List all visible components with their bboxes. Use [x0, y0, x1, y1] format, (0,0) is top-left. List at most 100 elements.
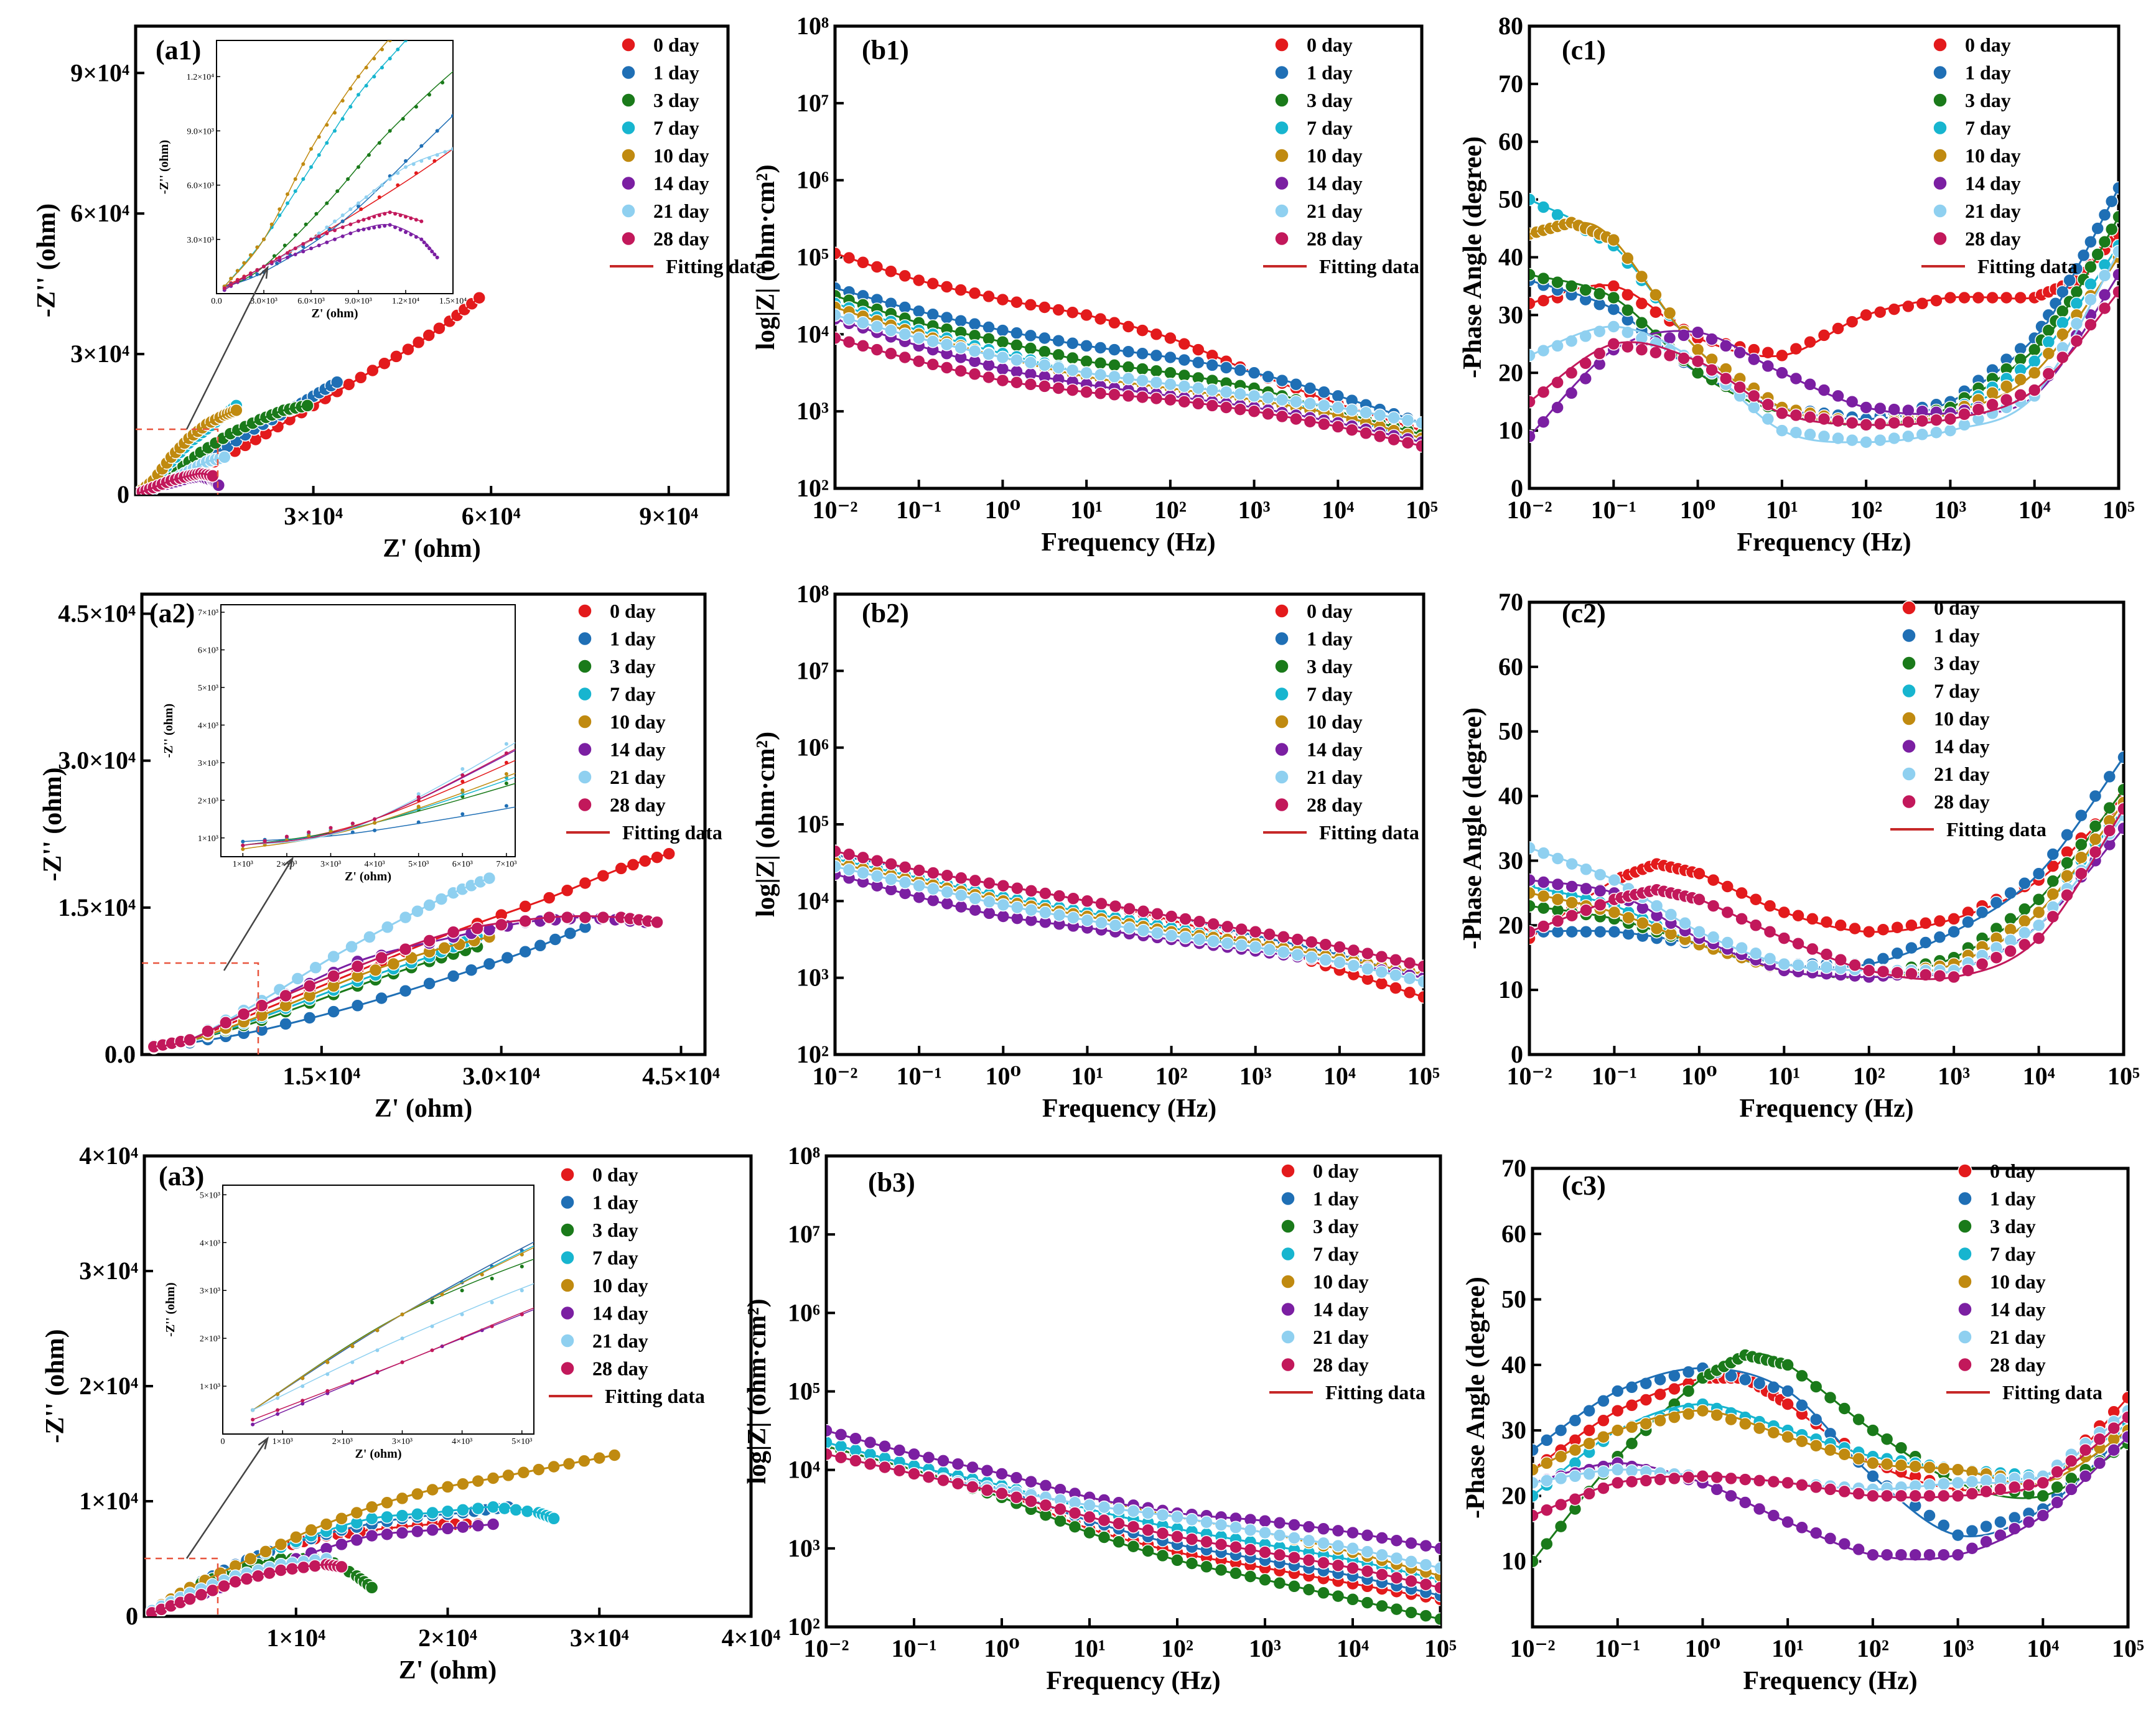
inset-point	[1691, 272, 1694, 276]
legend-label: 21 day	[1990, 1326, 2046, 1348]
data-point	[1902, 299, 1915, 314]
x-axis-label: Frequency (Hz)	[1743, 1667, 1917, 1695]
inset-point	[372, 75, 376, 79]
data-point	[494, 918, 508, 932]
inset-point	[460, 767, 465, 771]
inset-point	[1677, 842, 1681, 845]
inset-point	[812, 554, 816, 557]
inset-point	[724, 610, 728, 614]
x-axis-label: Z' (ohm)	[383, 534, 481, 563]
data-point	[1579, 356, 1592, 370]
inset-point	[549, 796, 553, 799]
inset-point	[1088, 1288, 1092, 1292]
x-tick-label: 10⁴	[1322, 496, 1354, 524]
inset-point	[377, 225, 381, 229]
x-tick-label: 10⁰	[986, 1062, 1022, 1090]
x-tick-label: 10⁻¹	[897, 1062, 942, 1090]
inset-point	[1477, 1002, 1481, 1005]
data-point	[1887, 431, 1901, 445]
legend-label: 10 day	[653, 144, 709, 167]
legend-label: 3 day	[1307, 655, 1353, 678]
inset-point	[549, 761, 553, 765]
inset-point	[1119, 564, 1123, 567]
inset-point	[1477, 1061, 1481, 1065]
inset-point	[800, 1133, 803, 1137]
legend-marker	[1274, 742, 1289, 757]
y-axis-label: log|Z| (ohm·cm²)	[743, 1298, 772, 1484]
inset-point	[870, 573, 874, 577]
inset-point	[1778, 235, 1782, 238]
panel-c1: 10⁻² 10⁻¹ 10⁰ 10¹ 10² 10³ 10⁴ 10⁵ 0 10 20 30 40 50 60 7…	[1458, 12, 2135, 557]
panel-label: (a3)	[159, 1161, 204, 1191]
inset-point	[879, 1113, 883, 1117]
data-point	[2004, 944, 2017, 958]
panel-label: (c3)	[1562, 1170, 1606, 1201]
inset-point	[1281, 429, 1284, 432]
inset-point	[533, 11, 536, 15]
y-tick-label: 10⁴	[788, 1456, 820, 1484]
inset-fit-line	[243, 750, 515, 846]
inset-point	[999, 1226, 1002, 1230]
inset-point	[759, 1217, 763, 1221]
legend-label: 0 day	[1307, 34, 1353, 56]
y-tick-label: 5×10³	[198, 684, 218, 693]
inset-point	[969, 1222, 973, 1226]
inset-point	[1198, 954, 1202, 957]
inset-point	[1278, 1081, 1282, 1085]
legend-marker	[1274, 797, 1289, 813]
inset-point	[1457, 384, 1460, 388]
inset-point	[422, 240, 426, 245]
data-point	[1958, 408, 1971, 421]
data-point	[1887, 403, 1901, 416]
inset-plot	[251, 842, 1840, 1427]
legend-label: 7 day	[1307, 683, 1353, 706]
legend-marker	[1933, 175, 1948, 191]
legend-marker	[1281, 1302, 1295, 1317]
data-point	[1848, 921, 1862, 936]
legend-marker	[577, 742, 592, 757]
legend-label: 3 day	[1965, 89, 2011, 111]
y-tick-label: 10³	[796, 964, 829, 992]
x-tick-label: 10¹	[1768, 1062, 1800, 1090]
panel-label: (c1)	[1562, 35, 1606, 65]
data-point	[2121, 1390, 2128, 1405]
data-point	[1873, 433, 1887, 447]
inset-point	[1339, 573, 1343, 577]
inset-point	[506, 102, 510, 106]
data-point	[1551, 877, 1565, 892]
inset-fit-line	[252, 1241, 534, 1411]
legend-marker	[577, 659, 592, 674]
inset-point	[819, 1209, 823, 1213]
inset-fit-line	[252, 1283, 534, 1411]
inset-point	[1158, 966, 1162, 969]
inset-point	[1427, 541, 1430, 545]
inset-point	[768, 582, 772, 586]
inset-point	[759, 1217, 763, 1221]
legend-label: 28 day	[1307, 228, 1363, 250]
legend-label: 0 day	[653, 34, 699, 56]
y-tick-label: 50	[1498, 717, 1523, 745]
inset-point	[1164, 347, 1167, 351]
legend-label: 10 day	[1313, 1270, 1369, 1293]
legend-label: 3 day	[592, 1219, 638, 1241]
inset-point	[2042, 131, 2046, 134]
inset-point	[959, 1073, 963, 1077]
inset-x-label: Z' (ohm)	[345, 870, 391, 883]
legend-marker	[621, 231, 636, 246]
inset-point	[416, 795, 421, 799]
inset-point	[1836, 1025, 1840, 1029]
panel-label: (a2)	[149, 598, 195, 628]
inset-point	[460, 788, 465, 793]
series-21-day	[835, 860, 1424, 989]
inset-point	[870, 654, 874, 658]
data-point	[2078, 1443, 2093, 1457]
inset-point	[1822, 215, 1826, 219]
legend-marker	[1281, 1163, 1295, 1178]
legend-marker	[1958, 1219, 1972, 1234]
legend-label: 10 day	[1307, 710, 1363, 733]
data-point	[1681, 1407, 1696, 1421]
y-tick-label: 0	[126, 1602, 138, 1630]
x-tick-label: 10²	[1155, 1062, 1188, 1090]
legend: 0 day 1 day 3 day 7 day 10 day 14 day 21 day 28…	[1921, 34, 2078, 277]
inset-point	[1398, 898, 1401, 901]
